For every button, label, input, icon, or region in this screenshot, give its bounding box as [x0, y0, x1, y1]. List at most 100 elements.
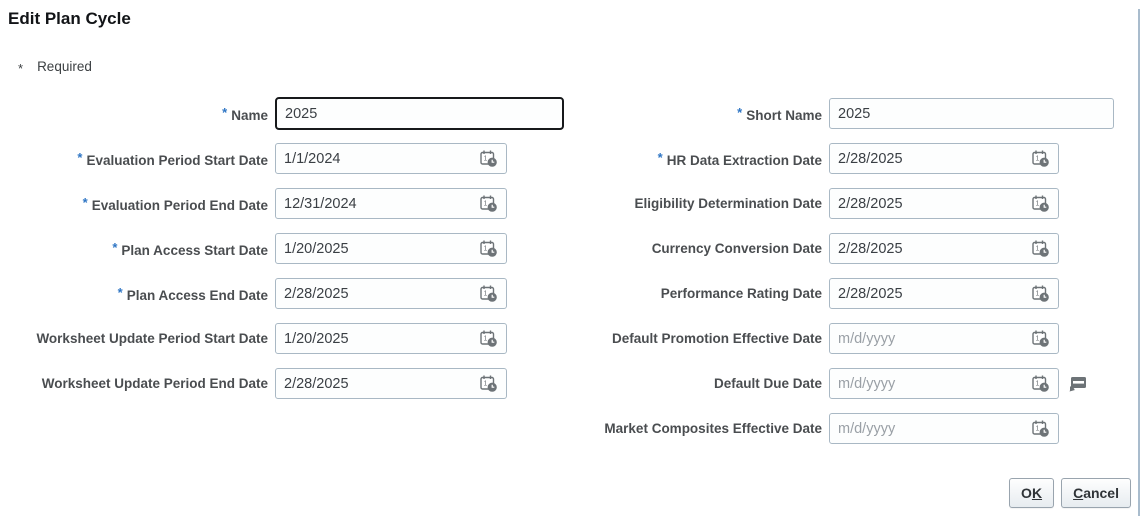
- hr-data-extraction-input[interactable]: [830, 150, 1024, 167]
- required-asterisk: *: [77, 149, 83, 165]
- svg-text:1: 1: [1036, 335, 1040, 342]
- svg-text:1: 1: [484, 380, 488, 387]
- plan-access-start-input[interactable]: [276, 240, 472, 257]
- worksheet-update-end-input[interactable]: [276, 375, 472, 392]
- currency-conversion-label: Currency Conversion Date: [651, 241, 822, 256]
- field-row-plan-access-start: * Plan Access Start Date 1: [0, 233, 575, 264]
- performance-rating-field-wrap: 1: [829, 278, 1059, 309]
- date-picker-button[interactable]: 1: [472, 234, 506, 263]
- worksheet-update-start-input[interactable]: [276, 330, 472, 347]
- eval-period-end-label: * Evaluation Period End Date: [82, 194, 268, 213]
- eligibility-determination-label: Eligibility Determination Date: [634, 196, 822, 211]
- date-picker-button[interactable]: 1: [472, 189, 506, 218]
- plan-access-end-label: * Plan Access End Date: [117, 284, 268, 303]
- svg-text:1: 1: [1036, 245, 1040, 252]
- hr-data-extraction-field-wrap: 1: [829, 143, 1059, 174]
- date-picker-button[interactable]: 1: [1024, 189, 1058, 218]
- worksheet-update-end-field-wrap: 1: [275, 368, 507, 399]
- form-column-right: *Short Name *HR Data Extraction Date 1 E…: [575, 98, 1135, 458]
- date-picker-button[interactable]: 1: [472, 369, 506, 398]
- date-picker-button[interactable]: 1: [472, 144, 506, 173]
- default-promotion-field-wrap: 1: [829, 323, 1059, 354]
- name-field-wrap: [275, 97, 564, 130]
- calendar-clock-icon: 1: [1032, 330, 1049, 347]
- eligibility-determination-input[interactable]: [830, 195, 1024, 212]
- calendar-clock-icon: 1: [1032, 195, 1049, 212]
- svg-text:1: 1: [1036, 290, 1040, 297]
- svg-text:1: 1: [1036, 425, 1040, 432]
- worklist-shortcut-icon[interactable]: [1067, 374, 1089, 394]
- field-row-eval-start: * Evaluation Period Start Date 1: [0, 143, 575, 174]
- required-asterisk: *: [82, 194, 88, 210]
- calendar-clock-icon: 1: [1032, 375, 1049, 392]
- date-picker-button[interactable]: 1: [472, 279, 506, 308]
- worksheet-update-start-label: Worksheet Update Period Start Date: [36, 331, 268, 346]
- performance-rating-label: Performance Rating Date: [660, 286, 822, 301]
- svg-text:1: 1: [1036, 155, 1040, 162]
- required-asterisk: *: [117, 284, 123, 300]
- required-asterisk: *: [112, 239, 118, 255]
- field-row-market-composites: Market Composites Effective Date 1: [575, 413, 1135, 444]
- plan-access-end-field-wrap: 1: [275, 278, 507, 309]
- market-composites-input[interactable]: [830, 420, 1024, 437]
- date-picker-button[interactable]: 1: [1024, 414, 1058, 443]
- calendar-clock-icon: 1: [480, 285, 497, 302]
- eval-period-start-field-wrap: 1: [275, 143, 507, 174]
- field-row-plan-access-end: *Plan Access End Date 1: [0, 278, 575, 309]
- name-label: * Name: [222, 104, 268, 123]
- cancel-button[interactable]: Cancel: [1061, 478, 1131, 508]
- field-row-short-name: * Short Name: [575, 98, 1135, 129]
- ok-button[interactable]: OK: [1009, 478, 1055, 508]
- date-picker-button[interactable]: 1: [1024, 144, 1058, 173]
- eval-period-start-input[interactable]: [276, 150, 472, 167]
- calendar-clock-icon: 1: [480, 375, 497, 392]
- default-promotion-label: Default Promotion Effective Date: [611, 331, 822, 346]
- default-due-field-wrap: 1: [829, 368, 1059, 399]
- short-name-input[interactable]: [830, 105, 1113, 122]
- market-composites-label: Market Composites Effective Date: [604, 421, 822, 436]
- worksheet-update-end-label: Worksheet Update Period End Date: [41, 376, 268, 391]
- svg-text:1: 1: [484, 245, 488, 252]
- required-legend: * Required: [18, 59, 1144, 76]
- date-picker-button[interactable]: 1: [1024, 234, 1058, 263]
- currency-conversion-input[interactable]: [830, 240, 1024, 257]
- date-picker-button[interactable]: 1: [472, 324, 506, 353]
- svg-text:1: 1: [484, 335, 488, 342]
- page-title: Edit Plan Cycle: [8, 9, 131, 28]
- required-asterisk: *: [737, 104, 743, 120]
- svg-text:1: 1: [484, 290, 488, 297]
- plan-access-end-input[interactable]: [276, 285, 472, 302]
- dialog-right-edge: [1138, 9, 1140, 516]
- calendar-clock-icon: 1: [1032, 420, 1049, 437]
- eval-period-end-field-wrap: 1: [275, 188, 507, 219]
- svg-text:1: 1: [484, 155, 488, 162]
- field-row-default-promotion: Default Promotion Effective Date 1: [575, 323, 1135, 354]
- dialog-footer: OK Cancel: [1009, 478, 1131, 508]
- calendar-clock-icon: 1: [480, 330, 497, 347]
- performance-rating-input[interactable]: [830, 285, 1024, 302]
- calendar-clock-icon: 1: [1032, 285, 1049, 302]
- date-picker-button[interactable]: 1: [1024, 369, 1058, 398]
- edit-plan-cycle-dialog: Edit Plan Cycle * Required *Name *Evalua…: [0, 9, 1144, 516]
- calendar-clock-icon: 1: [480, 195, 497, 212]
- required-asterisk: *: [657, 149, 663, 165]
- date-picker-button[interactable]: 1: [1024, 324, 1058, 353]
- default-promotion-input[interactable]: [830, 330, 1024, 347]
- default-due-label: Default Due Date: [713, 376, 822, 391]
- default-due-input[interactable]: [830, 375, 1024, 392]
- field-row-default-due: Default Due Date 1: [575, 368, 1135, 399]
- field-row-worksheet-end: Worksheet Update Period End Date 1: [0, 368, 575, 399]
- date-picker-button[interactable]: 1: [1024, 279, 1058, 308]
- field-row-currency: Currency Conversion Date 1: [575, 233, 1135, 264]
- name-input[interactable]: [277, 105, 562, 122]
- svg-text:1: 1: [1036, 200, 1040, 207]
- currency-conversion-field-wrap: 1: [829, 233, 1059, 264]
- field-row-eligibility: Eligibility Determination Date 1: [575, 188, 1135, 219]
- calendar-clock-icon: 1: [480, 240, 497, 257]
- eval-period-end-input[interactable]: [276, 195, 472, 212]
- short-name-label: * Short Name: [737, 104, 822, 123]
- eligibility-determination-field-wrap: 1: [829, 188, 1059, 219]
- market-composites-field-wrap: 1: [829, 413, 1059, 444]
- hr-data-extraction-label: * HR Data Extraction Date: [657, 149, 822, 168]
- field-row-hr-extraction: *HR Data Extraction Date 1: [575, 143, 1135, 174]
